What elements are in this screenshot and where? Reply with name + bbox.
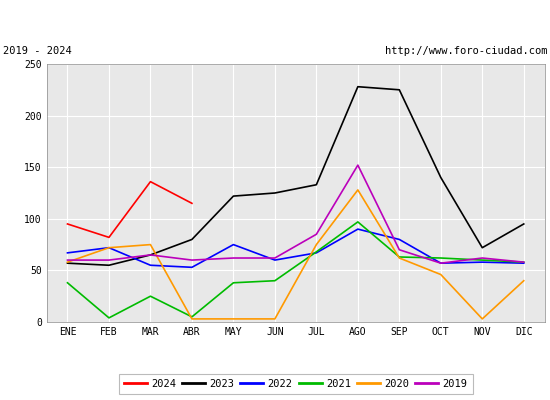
- Text: 2019 - 2024: 2019 - 2024: [3, 46, 72, 56]
- Text: http://www.foro-ciudad.com: http://www.foro-ciudad.com: [385, 46, 547, 56]
- Legend: 2024, 2023, 2022, 2021, 2020, 2019: 2024, 2023, 2022, 2021, 2020, 2019: [119, 374, 472, 394]
- Text: Evolucion Nº Turistas Extranjeros en el municipio de Escalona: Evolucion Nº Turistas Extranjeros en el …: [46, 14, 504, 28]
